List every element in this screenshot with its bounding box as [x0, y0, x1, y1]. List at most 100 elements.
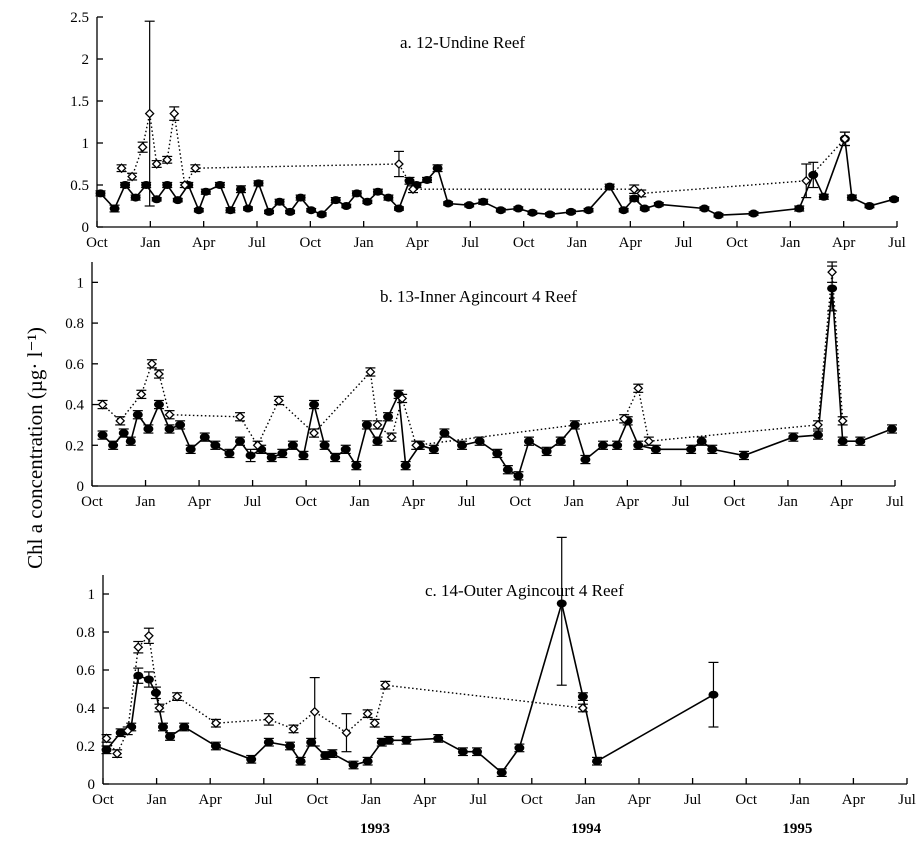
- data-point-open: [372, 419, 383, 430]
- data-point-filled: [327, 749, 338, 758]
- x-tick-label: Apr: [619, 235, 642, 251]
- data-point-filled: [514, 743, 525, 752]
- data-point-filled: [422, 175, 433, 184]
- data-point-filled: [864, 202, 875, 210]
- data-point-open: [122, 725, 133, 736]
- y-tick-label: 1: [82, 136, 90, 152]
- data-point-filled: [153, 400, 164, 409]
- x-tick-label: Apr: [830, 494, 853, 510]
- data-point-filled: [472, 747, 483, 756]
- x-tick-label: Jul: [888, 235, 906, 251]
- data-point-filled: [245, 451, 256, 460]
- data-point-open: [362, 708, 373, 719]
- x-tick-label: Oct: [81, 494, 103, 510]
- data-point-open: [309, 428, 319, 438]
- data-point-filled: [464, 201, 475, 210]
- data-point-filled: [555, 437, 566, 446]
- y-tick-label: 0.8: [76, 625, 95, 641]
- data-point-filled: [457, 441, 468, 450]
- data-point-open: [112, 748, 123, 759]
- data-point-filled: [193, 206, 204, 215]
- data-point-filled: [808, 170, 819, 179]
- data-point-filled: [604, 182, 615, 191]
- data-point-filled: [263, 738, 274, 747]
- x-tick-label: Apr: [842, 792, 865, 808]
- data-point-filled: [566, 207, 576, 216]
- x-tick-label: Jul: [675, 235, 693, 251]
- y-tick-label: 1: [77, 275, 85, 291]
- y-tick-label: 0.5: [70, 178, 89, 194]
- panel-a-chart: 0 0.5 1 1.5 2 2.5 Oct Jan Apr Jul Oct Jan Apr Jul Oct J…: [70, 10, 906, 251]
- data-point-filled: [433, 734, 444, 743]
- data-point-filled: [253, 179, 264, 188]
- data-point-filled: [818, 192, 829, 201]
- data-point-open: [154, 703, 165, 713]
- y-tick-label: 0.6: [76, 663, 95, 679]
- data-point-filled: [527, 208, 538, 217]
- data-point-open: [172, 691, 183, 702]
- data-point-open: [136, 389, 147, 400]
- data-point-filled: [513, 204, 524, 213]
- data-point-filled: [133, 671, 144, 680]
- x-tick-label: Jan: [350, 494, 370, 510]
- x-tick-label: Jan: [136, 494, 156, 510]
- x-tick-label: Jan: [790, 792, 810, 808]
- data-point-filled: [495, 206, 506, 215]
- data-point-filled: [401, 736, 412, 745]
- data-point-open: [143, 630, 154, 641]
- data-point-filled: [541, 447, 552, 456]
- x-tick-label: Apr: [627, 792, 650, 808]
- x-tick-label: Apr: [187, 494, 210, 510]
- series-line: [105, 600, 714, 774]
- data-point-open: [386, 432, 397, 443]
- data-point-filled: [246, 755, 257, 764]
- data-point-filled: [157, 723, 168, 731]
- x-tick-label: Jan: [140, 235, 160, 251]
- x-tick-label: Jan: [147, 792, 167, 808]
- x-tick-label: Oct: [513, 235, 535, 251]
- panel-title: c. 14-Outer Agincourt 4 Reef: [425, 581, 624, 600]
- data-point-filled: [478, 197, 489, 206]
- y-tick-label: 0: [88, 777, 96, 793]
- data-point-filled: [200, 187, 211, 196]
- x-tick-label: Oct: [295, 494, 317, 510]
- data-point-filled: [583, 206, 594, 215]
- x-tick-label: Jul: [244, 494, 262, 510]
- data-point-filled: [556, 599, 567, 608]
- data-point-filled: [306, 206, 317, 215]
- data-point-filled: [214, 181, 225, 189]
- x-tick-label: Jan: [778, 494, 798, 510]
- data-point-open: [369, 718, 380, 729]
- data-point-filled: [580, 455, 591, 464]
- data-point-filled: [400, 461, 411, 470]
- data-point-filled: [118, 429, 129, 438]
- data-point-filled: [544, 210, 555, 219]
- data-point-filled: [298, 451, 309, 460]
- x-tick-label: Apr: [199, 792, 222, 808]
- x-tick-label: Jul: [898, 792, 916, 808]
- error-bar: [556, 536, 567, 686]
- data-point-filled: [143, 675, 154, 684]
- x-tick-label: Oct: [299, 235, 321, 251]
- data-point-filled: [179, 723, 190, 731]
- data-point-filled: [235, 437, 246, 446]
- x-tick-label: Oct: [521, 792, 543, 808]
- data-point-open: [839, 133, 850, 144]
- data-point-filled: [175, 420, 186, 429]
- data-point-filled: [432, 164, 443, 173]
- data-point-filled: [285, 207, 296, 216]
- data-point-filled: [225, 206, 236, 215]
- data-point-filled: [199, 433, 210, 442]
- y-tick-label: 0: [77, 479, 85, 495]
- data-point-filled: [513, 471, 524, 480]
- data-point-filled: [443, 199, 454, 208]
- data-point-filled: [372, 187, 383, 196]
- data-point-open: [619, 413, 630, 424]
- data-point-open: [397, 393, 408, 404]
- data-point-filled: [330, 196, 341, 205]
- data-point-filled: [699, 204, 710, 213]
- data-point-filled: [713, 211, 724, 220]
- data-point-filled: [172, 196, 183, 205]
- x-tick-label: Apr: [413, 792, 436, 808]
- data-point-open: [252, 440, 263, 451]
